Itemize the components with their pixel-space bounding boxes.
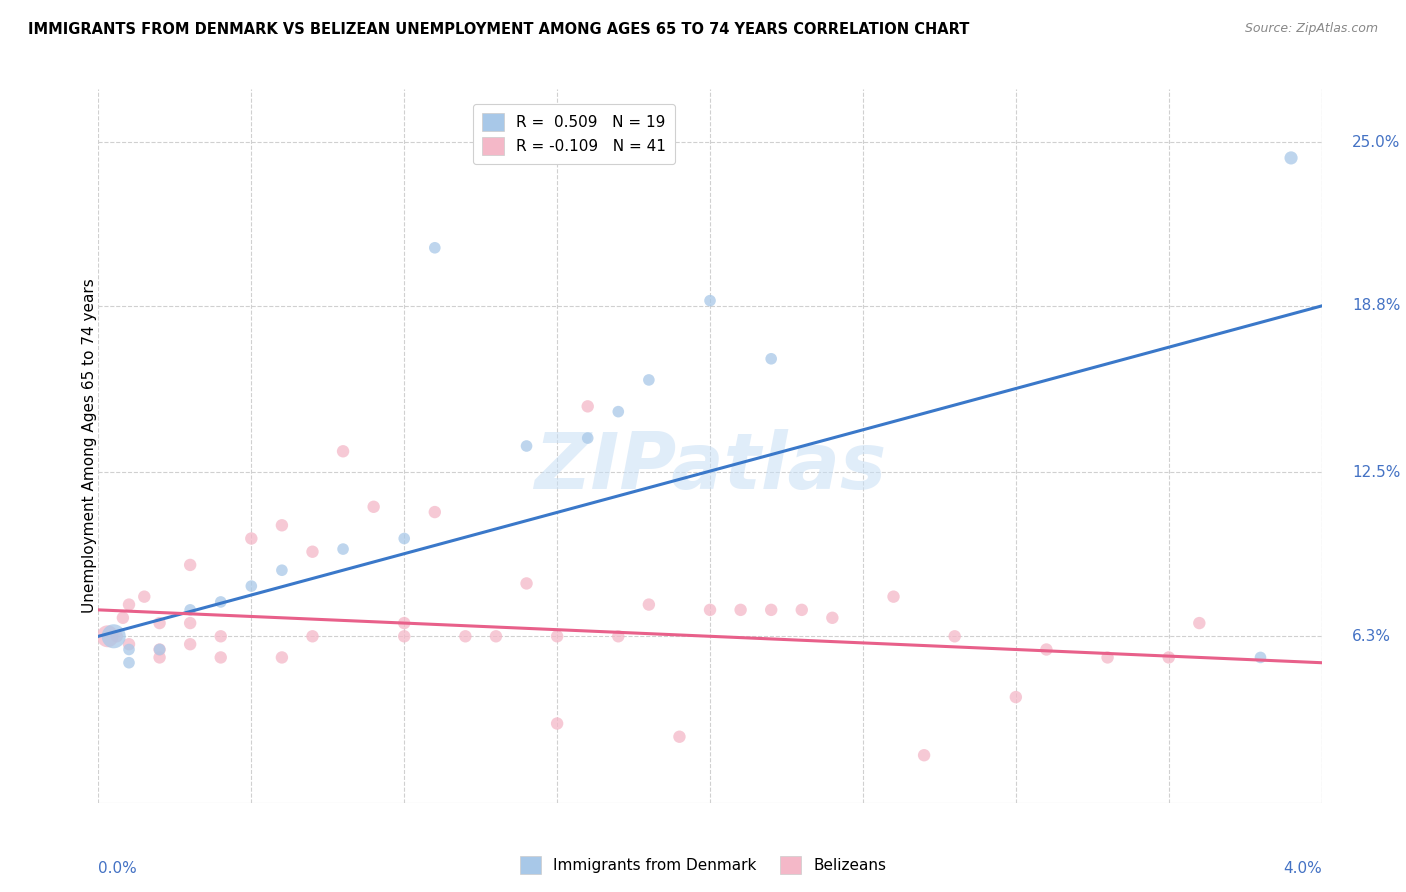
Point: [1249, 650, 1271, 665]
Text: IMMIGRANTS FROM DENMARK VS BELIZEAN UNEMPLOYMENT AMONG AGES 65 TO 74 YEARS CORRE: IMMIGRANTS FROM DENMARK VS BELIZEAN UNEM…: [28, 22, 970, 37]
Point: [576, 431, 599, 445]
Legend: R =  0.509   N = 19, R = -0.109   N = 41: R = 0.509 N = 19, R = -0.109 N = 41: [472, 104, 675, 164]
Point: [454, 629, 477, 643]
Point: [97, 629, 120, 643]
Point: [576, 400, 599, 414]
Point: [943, 629, 966, 643]
Point: [363, 500, 385, 514]
Point: [730, 603, 752, 617]
Point: [118, 656, 141, 670]
Point: [1035, 642, 1057, 657]
Point: [179, 616, 201, 631]
Point: [105, 629, 128, 643]
Point: [118, 642, 141, 657]
Point: [699, 603, 721, 617]
Point: [209, 595, 232, 609]
Point: [149, 616, 172, 631]
Point: [179, 603, 201, 617]
Point: [240, 579, 263, 593]
Point: [1188, 616, 1211, 631]
Point: [668, 730, 690, 744]
Point: [821, 611, 844, 625]
Text: Source: ZipAtlas.com: Source: ZipAtlas.com: [1244, 22, 1378, 36]
Text: 25.0%: 25.0%: [1353, 135, 1400, 150]
Text: 6.3%: 6.3%: [1353, 629, 1391, 644]
Point: [1279, 151, 1302, 165]
Point: [423, 241, 446, 255]
Point: [516, 576, 538, 591]
Point: [423, 505, 446, 519]
Point: [179, 637, 201, 651]
Point: [607, 629, 630, 643]
Point: [118, 637, 141, 651]
Point: [392, 616, 416, 631]
Point: [270, 518, 294, 533]
Point: [301, 629, 323, 643]
Point: [270, 650, 294, 665]
Text: 0.0%: 0.0%: [98, 861, 138, 876]
Text: ZIPatlas: ZIPatlas: [534, 429, 886, 506]
Point: [1097, 650, 1119, 665]
Point: [546, 629, 568, 643]
Text: 18.8%: 18.8%: [1353, 299, 1400, 313]
Point: [149, 650, 172, 665]
Point: [637, 598, 661, 612]
Point: [699, 293, 721, 308]
Point: [149, 642, 172, 657]
Point: [1004, 690, 1026, 704]
Point: [301, 545, 323, 559]
Point: [883, 590, 905, 604]
Point: [485, 629, 508, 643]
Point: [332, 444, 354, 458]
Text: Unemployment Among Ages 65 to 74 years: Unemployment Among Ages 65 to 74 years: [83, 278, 97, 614]
Legend: Immigrants from Denmark, Belizeans: Immigrants from Denmark, Belizeans: [513, 850, 893, 880]
Text: 12.5%: 12.5%: [1353, 465, 1400, 480]
Text: 4.0%: 4.0%: [1282, 861, 1322, 876]
Point: [790, 603, 813, 617]
Point: [607, 404, 630, 418]
Point: [209, 629, 232, 643]
Point: [759, 351, 782, 366]
Point: [1157, 650, 1180, 665]
Point: [392, 629, 416, 643]
Point: [103, 629, 125, 643]
Point: [209, 650, 232, 665]
Point: [516, 439, 538, 453]
Point: [111, 611, 134, 625]
Point: [134, 590, 156, 604]
Point: [332, 542, 354, 557]
Point: [392, 532, 416, 546]
Point: [179, 558, 201, 572]
Point: [759, 603, 782, 617]
Point: [637, 373, 661, 387]
Point: [240, 532, 263, 546]
Point: [149, 642, 172, 657]
Point: [912, 748, 935, 763]
Point: [546, 716, 568, 731]
Point: [270, 563, 294, 577]
Point: [118, 598, 141, 612]
